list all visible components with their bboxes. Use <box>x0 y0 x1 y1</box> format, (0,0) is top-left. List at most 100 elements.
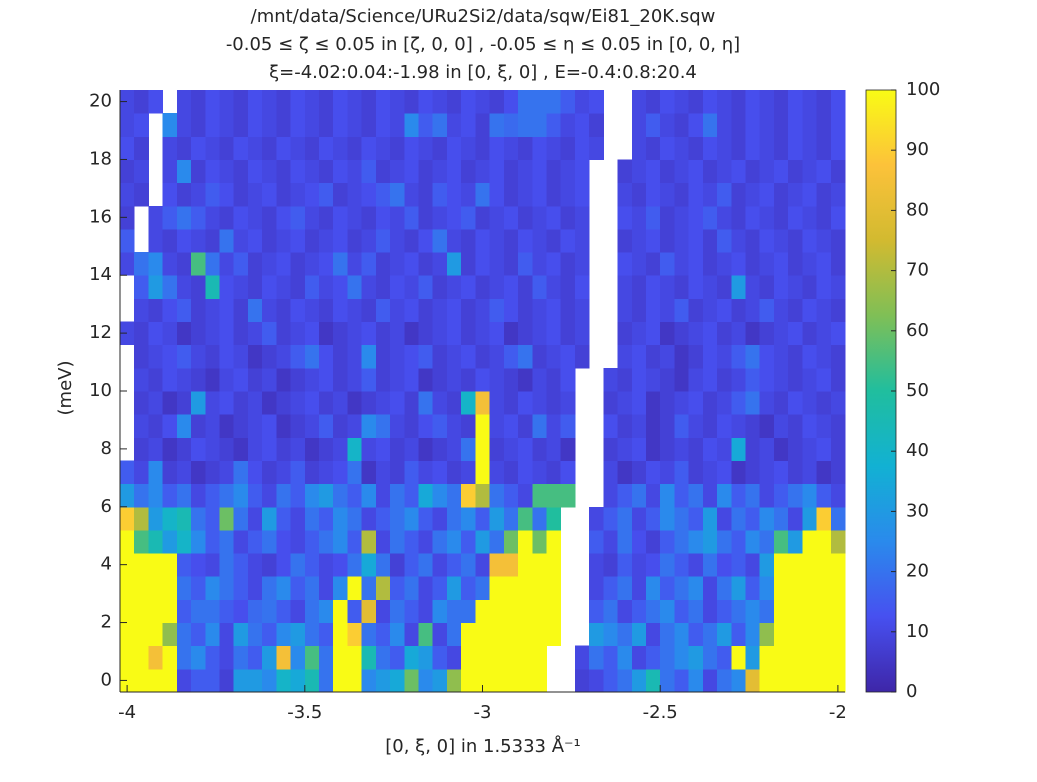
heatmap-cell <box>489 414 505 438</box>
heatmap-cell <box>788 483 803 508</box>
heatmap-cell <box>617 506 633 531</box>
heatmap-cell <box>404 391 420 415</box>
heatmap-cell <box>120 483 135 508</box>
heatmap-cell <box>688 367 704 392</box>
heatmap-cell <box>688 252 704 276</box>
heatmap-cell <box>262 321 277 346</box>
heatmap-cell <box>219 298 235 323</box>
heatmap-cell <box>461 506 476 531</box>
heatmap-cell <box>816 622 832 647</box>
heatmap-cell <box>759 90 775 114</box>
heatmap-cell <box>773 622 789 647</box>
heatmap-cell <box>461 668 476 693</box>
heatmap-cell <box>446 90 462 114</box>
heatmap-cell <box>745 437 761 461</box>
heatmap-cell <box>233 483 249 508</box>
heatmap-cell <box>717 298 732 323</box>
heatmap-cell <box>546 622 562 647</box>
heatmap-cell <box>219 529 235 554</box>
heatmap-cell <box>745 298 761 323</box>
heatmap-cell <box>418 113 434 137</box>
heatmap-cell <box>176 576 192 600</box>
heatmap-cell <box>475 298 491 323</box>
heatmap-cell <box>532 344 547 369</box>
heatmap-cell <box>702 298 718 323</box>
heatmap-cell <box>191 437 206 461</box>
heatmap-cell <box>148 367 164 392</box>
heatmap-cell <box>717 553 732 577</box>
heatmap-cell <box>518 483 533 508</box>
heatmap-cell <box>290 622 306 647</box>
heatmap-cell <box>617 252 633 276</box>
heatmap-cell <box>645 437 661 461</box>
heatmap-cell <box>518 460 533 485</box>
heatmap-cell <box>759 228 775 253</box>
y-tick-label: 0 <box>101 669 112 690</box>
heatmap-cell <box>375 113 391 137</box>
heatmap-cell <box>233 622 249 647</box>
heatmap-cell <box>390 576 405 600</box>
heatmap-cell <box>603 437 619 461</box>
heatmap-cell <box>205 506 221 531</box>
y-tick-label: 10 <box>89 380 112 401</box>
heatmap-cell <box>375 367 391 392</box>
heatmap-cell <box>319 205 334 230</box>
heatmap-cell <box>674 90 690 114</box>
heatmap-cell <box>361 344 377 369</box>
heatmap-cell <box>816 645 832 670</box>
heatmap-cell <box>219 182 235 207</box>
heatmap-cell <box>674 275 690 299</box>
heatmap-cell <box>717 275 732 299</box>
heatmap-cell <box>390 298 405 323</box>
heatmap-cell <box>233 437 249 461</box>
heatmap-cell <box>759 483 775 508</box>
heatmap-cell <box>333 275 348 299</box>
heatmap-cell <box>660 529 675 554</box>
heatmap-cell <box>788 113 803 137</box>
heatmap-cell <box>688 506 704 531</box>
heatmap-cell <box>276 298 292 323</box>
heatmap-cell <box>560 113 576 137</box>
heatmap-cell <box>518 529 533 554</box>
heatmap-cell <box>603 599 619 624</box>
heatmap-cell <box>816 367 832 392</box>
heatmap-cell <box>319 506 334 531</box>
heatmap-cell <box>503 553 519 577</box>
heatmap-cell <box>333 228 348 253</box>
heatmap-cell <box>219 645 235 670</box>
heatmap-cell <box>802 529 818 554</box>
heatmap-cell <box>219 506 235 531</box>
heatmap-cell <box>645 367 661 392</box>
heatmap-cell <box>361 437 377 461</box>
heatmap-cell <box>731 228 746 253</box>
heatmap-cell <box>319 113 334 137</box>
heatmap-cell <box>361 553 377 577</box>
heatmap-cell <box>191 645 206 670</box>
heatmap-cell <box>404 599 420 624</box>
heatmap-cell <box>120 113 135 137</box>
heatmap-cell <box>532 576 547 600</box>
heatmap-cell <box>134 599 149 624</box>
heatmap-cell <box>816 414 832 438</box>
heatmap-cell <box>773 321 789 346</box>
heatmap-cell <box>148 205 164 230</box>
heatmap-cell <box>262 367 277 392</box>
heatmap-cell <box>475 252 491 276</box>
heatmap-cell <box>688 529 704 554</box>
heatmap-cell <box>304 228 320 253</box>
x-axis-label: [0, ξ, 0] in 1.5333 Å⁻¹ <box>385 735 580 757</box>
heatmap-cell <box>773 113 789 137</box>
heatmap-cell <box>219 252 235 276</box>
heatmap-cell <box>304 668 320 693</box>
heatmap-cell <box>645 90 661 114</box>
heatmap-cell <box>176 136 192 160</box>
heatmap-cell <box>830 90 846 114</box>
heatmap-cell <box>233 298 249 323</box>
heatmap-cell <box>688 205 704 230</box>
heatmap-cell <box>347 159 363 184</box>
heatmap-cell <box>674 252 690 276</box>
heatmap-cell <box>432 460 448 485</box>
heatmap-cell <box>489 460 505 485</box>
heatmap-cell <box>560 298 576 323</box>
heatmap-cell <box>461 414 476 438</box>
